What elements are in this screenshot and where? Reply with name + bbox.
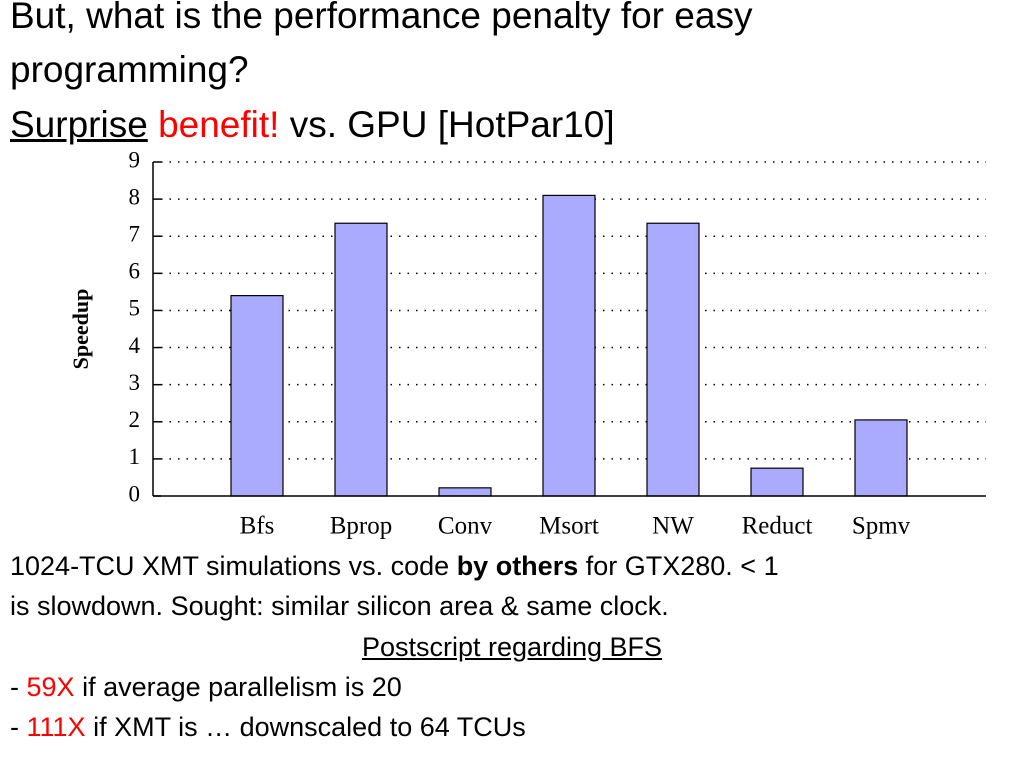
title-line: But, what is the performance penalty for… — [10, 0, 753, 36]
postscript: Postscript regarding BFS — [361, 632, 663, 662]
bar — [542, 194, 596, 497]
chart: 0 1 2 3 4 5 6 7 8 9 Speedup Bfs Bprop Conv Msort NW Redu… — [68, 150, 986, 540]
y-tick-label: 9 — [129, 150, 141, 172]
y-tick-label: 5 — [129, 296, 141, 321]
y-axis-label: Speedup — [68, 289, 93, 370]
text: by others — [456, 551, 579, 581]
bar — [334, 222, 388, 497]
x-tick-label: Spmv — [852, 513, 911, 540]
bullet: - 59X if average parallelism is 20 — [10, 667, 402, 707]
y-tick-label: 4 — [129, 333, 141, 358]
bar — [230, 295, 284, 497]
y-tick-label: 1 — [129, 444, 141, 469]
text: if average parallelism is 20 — [82, 672, 402, 702]
bar — [438, 487, 492, 497]
title-part: benefit! — [158, 104, 280, 145]
x-tick-label: Reduct — [742, 513, 813, 540]
x-tick-label: Conv — [438, 513, 493, 540]
bar — [646, 222, 700, 497]
y-tick-label: 6 — [129, 259, 141, 284]
x-tick-label: Bfs — [240, 513, 275, 540]
title-line: Surprise benefit! vs. GPU [HotPar10] — [10, 103, 615, 147]
y-tick-label: 0 — [129, 481, 141, 506]
body-line: 1024-TCU XMT simulations vs. code by oth… — [10, 546, 779, 586]
title-part: vs. GPU [HotPar10] — [289, 104, 615, 145]
highlight: 111X — [26, 712, 86, 742]
y-tick-label: 7 — [129, 222, 141, 247]
highlight: 59X — [26, 672, 75, 702]
title-part: Surprise — [10, 104, 148, 145]
text: for GTX280. < 1 — [585, 551, 779, 581]
bar — [750, 467, 804, 497]
bullet: - 111X if XMT is … downscaled to 64 TCUs — [10, 707, 526, 747]
text: 1024-TCU XMT simulations vs. code — [10, 551, 450, 581]
y-tick-label: 2 — [129, 407, 141, 432]
body-line: is slowdown. Sought: similar silicon are… — [10, 591, 669, 621]
dash: - — [10, 672, 19, 702]
x-tick-label: Msort — [539, 513, 599, 540]
text: if XMT is … downscaled to 64 TCUs — [93, 712, 526, 742]
y-tick-label: 8 — [129, 184, 141, 209]
x-tick-label: Bprop — [330, 513, 393, 540]
dash: - — [10, 712, 19, 742]
y-tick-label: 3 — [129, 370, 141, 395]
x-tick-label: NW — [652, 513, 694, 540]
title-line: programming? — [10, 49, 249, 90]
bar — [854, 419, 908, 497]
